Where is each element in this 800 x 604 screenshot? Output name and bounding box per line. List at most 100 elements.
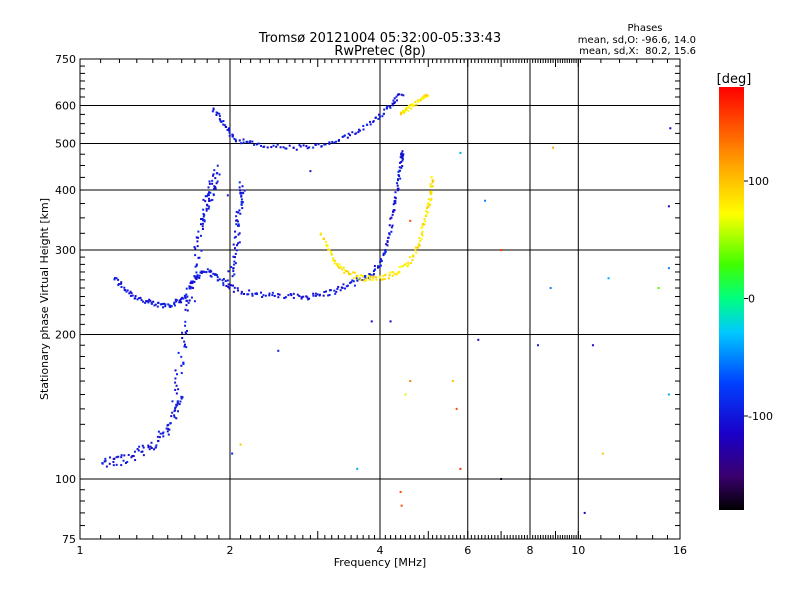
trace-point [357,274,360,277]
trace-point [426,202,429,205]
trace-point [353,284,356,287]
trace-point [397,187,400,190]
trace-point [368,273,371,276]
scatter-point [607,277,610,280]
trace-point [175,300,178,303]
y-tick-label: 300 [55,244,76,257]
trace-point [371,279,374,282]
trace-point [208,180,211,183]
trace-point [240,195,243,198]
trace-point [168,428,171,431]
trace-point [123,288,126,291]
trace-point [157,430,160,433]
trace-point [306,296,309,299]
trace-point [351,279,354,282]
trace-point [218,112,221,115]
trace-point [292,296,295,299]
trace-point [228,134,231,137]
trace-point [190,286,193,289]
trace-point [238,209,241,212]
trace-point [231,284,234,287]
trace-point [296,293,299,296]
scatter-point [309,170,312,173]
trace-point [239,189,242,192]
trace-point [174,388,177,391]
trace-point [429,199,432,202]
trace-point [218,115,221,118]
trace-point [142,454,145,457]
trace-point [251,294,254,297]
trace-point [426,211,429,214]
trace-point [239,142,242,145]
trace-point [375,278,378,281]
trace-point [149,445,152,448]
trace-point [379,260,382,263]
trace-point [129,294,132,297]
trace-point [393,97,396,100]
trace-point [337,265,340,268]
trace-point [395,273,398,276]
trace-point [242,138,245,141]
trace-point [231,134,234,137]
trace-point [426,94,429,97]
trace-point [224,280,227,283]
trace-point [346,284,349,287]
scatter-point [231,452,234,455]
trace-point [154,303,157,306]
trace-point [398,166,401,169]
trace-point [184,324,187,327]
trace-point [421,96,424,99]
trace-point [277,296,280,299]
trace-point [347,272,350,275]
trace-point [150,302,153,305]
trace-point [429,185,432,188]
trace-point [239,212,242,215]
trace-point [189,285,192,288]
trace-point [160,303,163,306]
trace-point [183,345,186,348]
trace-point [318,294,321,297]
trace-point [173,416,176,419]
trace-point [403,110,406,113]
trace-point [240,198,243,201]
trace-point [142,300,145,303]
trace-point [182,361,185,364]
scatter-point [667,393,670,396]
trace-point [211,198,214,201]
trace-point [314,143,317,146]
trace-point [234,235,237,238]
trace-point [189,282,192,285]
trace-point [185,330,188,333]
trace-point [173,414,176,417]
trace-point [369,120,372,123]
trace-point [373,265,376,268]
scatter-point [601,452,604,455]
trace-point [373,275,376,278]
trace-point [190,296,193,299]
trace-point [130,456,133,459]
trace-point [411,103,414,106]
trace-point [400,93,403,96]
trace-point [422,96,425,99]
trace-point [203,220,206,223]
trace-point [430,191,433,194]
trace-point [242,141,245,144]
trace-point [212,272,215,275]
trace-point [240,290,243,293]
trace-point [164,305,167,308]
trace-point [420,97,423,100]
x-axis-label: Frequency [MHz] [334,556,426,569]
trace-point [237,242,240,245]
trace-point [262,294,265,297]
trace-point [427,198,430,201]
trace-point [384,248,387,251]
trace-point [155,444,158,447]
trace-point [153,448,156,451]
trace-point [308,146,311,149]
trace-point [120,454,123,457]
trace-point [173,301,176,304]
trace-point [228,131,231,134]
trace-point [275,145,278,148]
trace-point [357,131,360,134]
trace-point [337,285,340,288]
